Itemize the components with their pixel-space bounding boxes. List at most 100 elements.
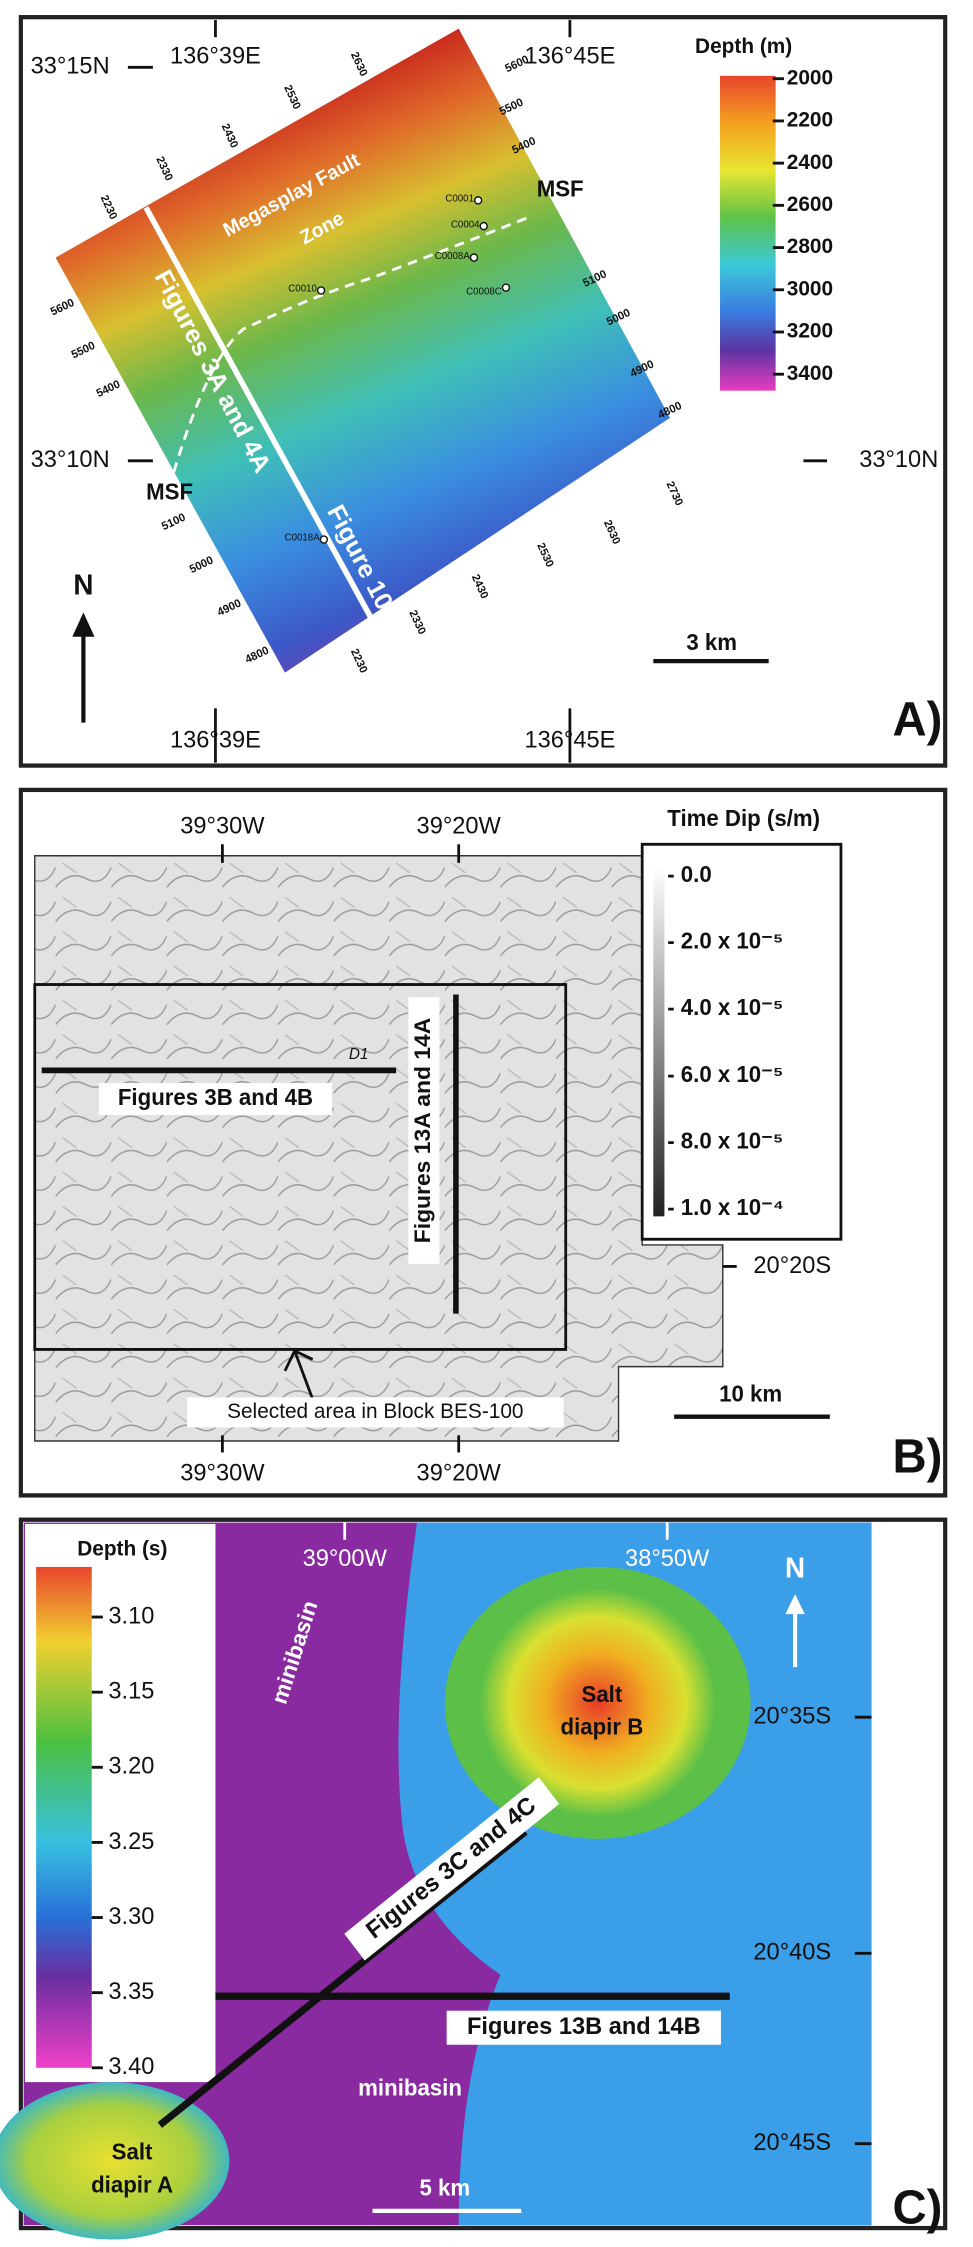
label-box: [344, 1777, 560, 1961]
label-group: minibasin: [358, 2075, 462, 2100]
label: N: [785, 1551, 805, 1583]
label: - 6.0 x 10⁻⁵: [667, 1062, 783, 1087]
colorbar: [720, 75, 776, 391]
label: - 4.0 x 10⁻⁵: [667, 995, 783, 1020]
label-group: 33°10N: [859, 446, 938, 473]
label-group: 20°35S: [753, 1702, 831, 1729]
label-group: 3 km: [686, 630, 737, 655]
label-group: 136°39E: [170, 42, 261, 69]
label: 3.30: [108, 1903, 154, 1930]
label: Depth (m): [695, 35, 792, 58]
label-group: 3.30: [108, 1903, 154, 1930]
label-group: A): [892, 693, 942, 747]
label: 33°10N: [31, 446, 110, 473]
label-group: 3.10: [108, 1602, 154, 1629]
label-group: 2400: [787, 151, 833, 174]
label-group: diapir A: [91, 2172, 173, 2197]
label: C0010: [288, 284, 317, 295]
label-group: Salt: [112, 2139, 153, 2164]
label: 136°39E: [170, 42, 261, 69]
site: [469, 253, 479, 262]
label-group: Depth (m): [695, 35, 792, 58]
label-group: MSF: [146, 479, 193, 504]
label-group: Depth (s): [77, 1537, 167, 1560]
label-group: Figures 3B and 4B: [98, 1082, 333, 1116]
label-group: 39°20W: [417, 1459, 502, 1486]
label: C): [892, 2181, 942, 2235]
label-group: 3.35: [108, 1978, 154, 2005]
label-group: 10 km: [719, 1381, 782, 1406]
label-group: - 2.0 x 10⁻⁵: [667, 928, 783, 953]
label-group: 20°45S: [753, 2129, 831, 2156]
label: 39°30W: [180, 812, 265, 839]
label-group: 33°10N: [31, 446, 110, 473]
label: 5 km: [419, 2175, 470, 2200]
label-group: 5 km: [419, 2175, 470, 2200]
profile-line: [143, 206, 392, 653]
label-group: MSF: [537, 176, 584, 201]
label-group: 39°30W: [180, 812, 265, 839]
label: 2000: [787, 66, 833, 89]
label: Figures 3B and 4B: [118, 1085, 313, 1110]
label-group: 3400: [787, 362, 833, 385]
label: 3.40: [108, 2053, 154, 2080]
label: 3400: [787, 362, 833, 385]
label-group: N: [785, 1551, 805, 1583]
label: diapir B: [560, 1714, 643, 1739]
label-group: Time Dip (s/m): [667, 806, 820, 831]
site: [316, 286, 326, 295]
label-group: Selected area in Block BES-100: [186, 1397, 564, 1428]
label: 3.15: [108, 1677, 154, 1704]
label-group: 39°00W: [303, 1545, 388, 1572]
label-group: C0008A: [435, 251, 471, 262]
legend-colorbar: [653, 865, 665, 1217]
label-group: 20°20S: [753, 1252, 831, 1279]
profile-line: [157, 1828, 528, 2128]
label: C0001: [445, 193, 474, 204]
label: Time Dip (s/m): [667, 806, 820, 831]
label: 20°20S: [753, 1252, 831, 1279]
label: Salt: [112, 2139, 153, 2164]
label: Figures 13A and 14A: [410, 1018, 435, 1244]
colorbar: [36, 1566, 92, 2068]
label-group: 2000: [787, 66, 833, 89]
label-group: Figures 13A and 14A: [408, 997, 440, 1264]
label-group: - 1.0 x 10⁻⁴: [667, 1195, 784, 1220]
label: 39°20W: [417, 812, 502, 839]
label: 3.10: [108, 1602, 154, 1629]
label-group: 3.25: [108, 1828, 154, 1855]
label-group: N: [73, 568, 93, 600]
label-group: - 8.0 x 10⁻⁵: [667, 1128, 783, 1153]
label-group: 136°45E: [524, 42, 615, 69]
label-group: 3.15: [108, 1677, 154, 1704]
selected-area: [33, 983, 568, 1351]
label: 2600: [787, 193, 833, 216]
label-group: 33°15N: [31, 52, 110, 79]
label-group: 3200: [787, 319, 833, 342]
label-group: 39°30W: [180, 1459, 265, 1486]
label-box: [186, 1397, 564, 1428]
legend-box: [640, 842, 843, 1241]
label: 3.25: [108, 1828, 154, 1855]
label: C0008C: [466, 286, 502, 297]
label-group: 2200: [787, 108, 833, 131]
label: 20°35S: [753, 1702, 831, 1729]
north-arrow-head: [72, 612, 95, 637]
label-group: Figures 13B and 14B: [446, 2010, 721, 2045]
label: 33°10N: [859, 446, 938, 473]
label-group: C0008C: [466, 286, 502, 297]
label: - 1.0 x 10⁻⁴: [667, 1195, 784, 1220]
label: N: [73, 568, 93, 600]
label: 38°50W: [625, 1545, 710, 1572]
label-box: [408, 997, 440, 1264]
label-group: - 6.0 x 10⁻⁵: [667, 1062, 783, 1087]
label: MSF: [146, 479, 193, 504]
label: 33°15N: [31, 52, 110, 79]
label-group: 2800: [787, 235, 833, 258]
label-group: - 4.0 x 10⁻⁵: [667, 995, 783, 1020]
label: 10 km: [719, 1381, 782, 1406]
salt-diapir: [0, 2082, 230, 2240]
label: D1: [349, 1046, 369, 1063]
salt-diapir: [479, 1588, 716, 1818]
site: [479, 221, 488, 231]
